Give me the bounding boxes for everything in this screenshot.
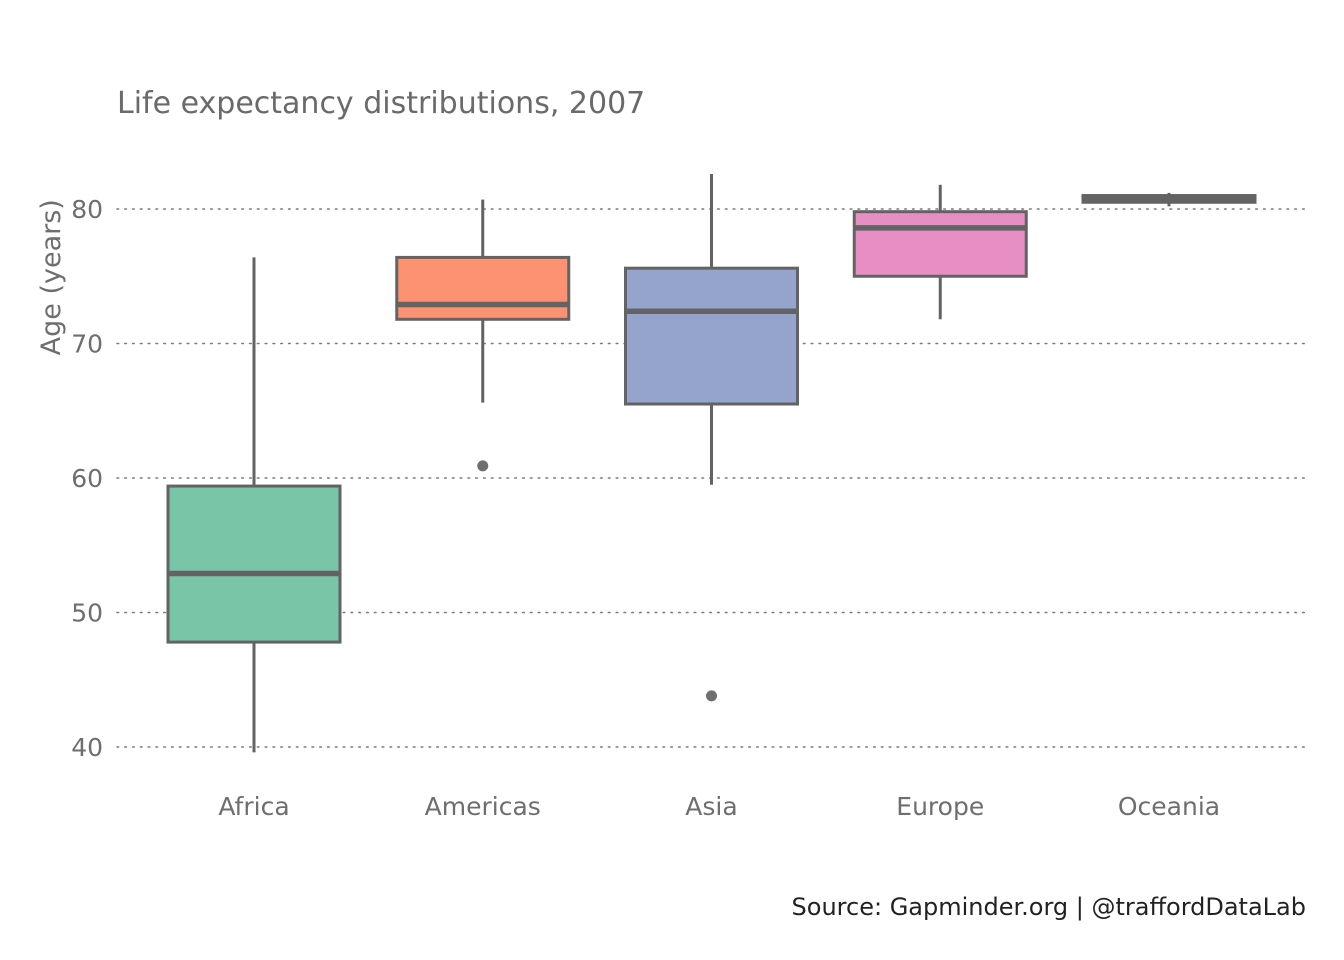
- y-tick-label-70: 70: [71, 330, 103, 359]
- y-tick-label-40: 40: [71, 733, 103, 762]
- box-asia: [624, 266, 799, 406]
- x-tick-label-africa: Africa: [218, 792, 289, 821]
- y-axis-label: Age (years): [36, 199, 67, 355]
- outlier-point-americas-0: [477, 460, 489, 472]
- x-tick-label-asia: Asia: [685, 792, 737, 821]
- y-tick-label-50: 50: [71, 599, 103, 628]
- x-tick-label-americas: Americas: [425, 792, 541, 821]
- box-americas: [395, 255, 571, 321]
- chart-title: Life expectancy distributions, 2007: [117, 86, 646, 121]
- x-tick-label-oceania: Oceania: [1118, 792, 1220, 821]
- y-tick-label-60: 60: [71, 464, 103, 493]
- outlier-point-asia-0: [706, 690, 717, 702]
- box-europe: [852, 210, 1028, 278]
- x-tick-label-europe: Europe: [896, 792, 984, 821]
- y-tick-label-80: 80: [71, 195, 103, 224]
- box-africa: [166, 484, 342, 644]
- chart-caption: Source: Gapminder.org | @traffordDataLab: [791, 893, 1306, 921]
